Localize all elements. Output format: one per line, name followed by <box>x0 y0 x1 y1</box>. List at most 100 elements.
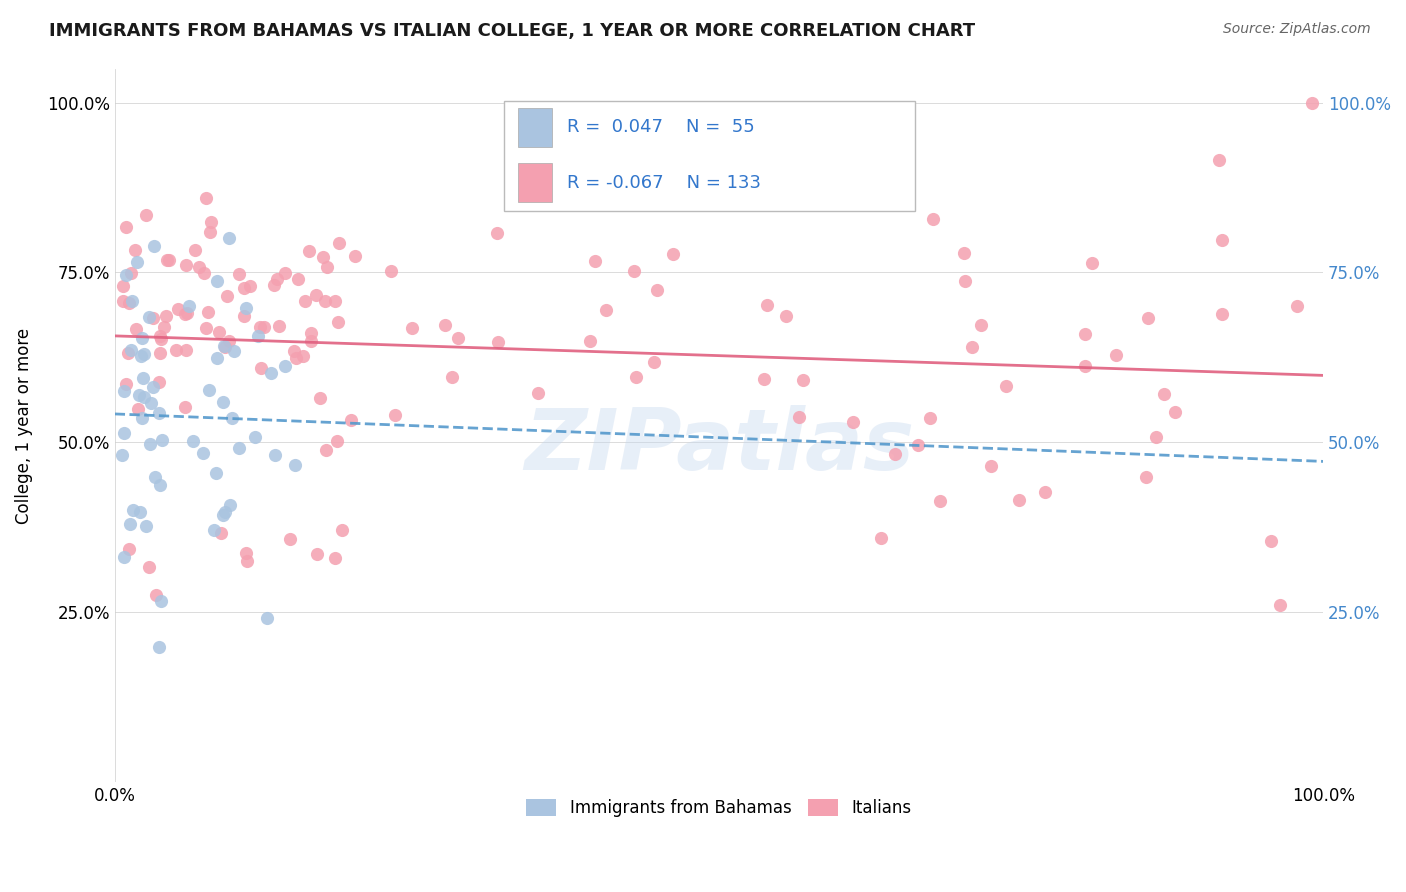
Point <box>305 547 328 561</box>
Point <box>200 215 222 229</box>
Point <box>305 287 328 301</box>
Point <box>132 371 155 385</box>
FancyBboxPatch shape <box>519 163 553 202</box>
Point <box>323 293 346 308</box>
Point <box>197 383 219 397</box>
Point <box>928 493 950 508</box>
Point <box>148 640 170 655</box>
Point <box>326 434 349 449</box>
Point <box>131 331 153 345</box>
Point <box>149 332 172 346</box>
Point <box>214 504 236 518</box>
Point <box>287 271 309 285</box>
Point <box>486 226 509 240</box>
Point <box>205 274 228 288</box>
Point <box>217 289 239 303</box>
Point <box>315 442 337 457</box>
Point <box>623 264 645 278</box>
Point <box>752 372 775 386</box>
Point <box>118 517 141 532</box>
FancyBboxPatch shape <box>503 101 915 211</box>
Point <box>283 344 305 359</box>
Point <box>131 411 153 425</box>
Point <box>332 523 354 537</box>
Point <box>214 340 236 354</box>
Point <box>214 339 236 353</box>
Point <box>312 250 335 264</box>
Point <box>141 310 163 325</box>
Point <box>401 320 423 334</box>
Point <box>1074 359 1097 373</box>
Point <box>243 430 266 444</box>
Point <box>156 252 179 267</box>
Point <box>218 498 240 512</box>
Point <box>995 379 1018 393</box>
Point <box>138 310 160 325</box>
Point <box>176 306 198 320</box>
Point <box>236 554 259 568</box>
Point <box>228 441 250 455</box>
Point <box>115 376 138 391</box>
Point <box>125 321 148 335</box>
Point <box>115 268 138 282</box>
Point <box>205 466 228 480</box>
Text: R = -0.067    N = 133: R = -0.067 N = 133 <box>567 174 761 192</box>
Point <box>148 406 170 420</box>
Point <box>187 260 209 274</box>
Point <box>118 296 141 310</box>
Point <box>148 375 170 389</box>
Point <box>124 243 146 257</box>
Point <box>149 593 172 607</box>
Point <box>1033 485 1056 500</box>
Point <box>953 246 976 260</box>
Legend: Immigrants from Bahamas, Italians: Immigrants from Bahamas, Italians <box>517 790 920 825</box>
Point <box>1105 348 1128 362</box>
Point <box>953 275 976 289</box>
Point <box>239 278 262 293</box>
Point <box>138 437 160 451</box>
Point <box>595 303 617 318</box>
Point <box>150 433 173 447</box>
Point <box>1135 469 1157 483</box>
Point <box>141 380 163 394</box>
Point <box>325 550 347 565</box>
Point <box>111 293 134 308</box>
Point <box>1268 599 1291 613</box>
Text: IMMIGRANTS FROM BAHAMAS VS ITALIAN COLLEGE, 1 YEAR OR MORE CORRELATION CHART: IMMIGRANTS FROM BAHAMAS VS ITALIAN COLLE… <box>49 22 976 40</box>
Point <box>283 458 305 472</box>
Point <box>212 508 235 522</box>
Point <box>755 298 778 312</box>
FancyBboxPatch shape <box>519 108 553 147</box>
Point <box>297 244 319 259</box>
Point <box>218 334 240 348</box>
Point <box>527 386 550 401</box>
Point <box>208 326 231 340</box>
Point <box>112 425 135 440</box>
Point <box>870 532 893 546</box>
Point <box>132 347 155 361</box>
Point <box>314 294 336 309</box>
Point <box>179 299 201 313</box>
Point <box>256 611 278 625</box>
Point <box>209 525 232 540</box>
Point <box>980 459 1002 474</box>
Point <box>253 320 276 334</box>
Point <box>263 277 285 292</box>
Point <box>662 247 685 261</box>
Point <box>579 334 602 348</box>
Point <box>583 254 606 268</box>
Point <box>191 446 214 460</box>
Point <box>120 343 142 358</box>
Point <box>960 340 983 354</box>
Point <box>197 305 219 319</box>
Point <box>1081 255 1104 269</box>
Point <box>111 448 134 462</box>
Point <box>643 355 665 369</box>
Point <box>884 447 907 461</box>
Point <box>299 334 322 348</box>
Point <box>112 384 135 398</box>
Point <box>212 395 235 409</box>
Y-axis label: College, 1 year or more: College, 1 year or more <box>15 327 32 524</box>
Point <box>1208 153 1230 167</box>
Point <box>195 191 218 205</box>
